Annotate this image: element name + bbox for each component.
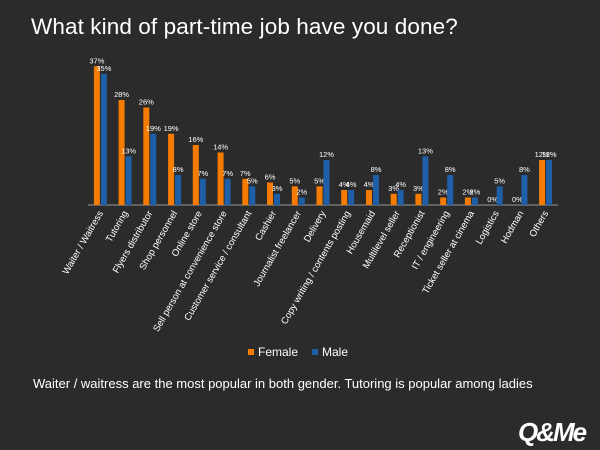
data-label-female-18: 12% — [535, 150, 550, 159]
bar-male-13 — [422, 156, 429, 206]
bar-male-12 — [397, 190, 404, 205]
bar-male-15 — [471, 197, 478, 205]
bar-female-15 — [464, 197, 471, 205]
bar-chart: 37%35% Waiter / Waitress 28% 13% Tutoring 26%… — [61, 56, 558, 334]
bar-female-13 — [415, 193, 422, 206]
x-tick-label-17: Hodman — [499, 209, 526, 246]
data-label-male-0: 35% — [96, 64, 111, 73]
bar-female-7 — [267, 182, 273, 205]
legend-swatch-male — [312, 349, 319, 355]
bar-male-17 — [521, 175, 528, 205]
x-tick-label-1: Tutoring — [104, 209, 131, 244]
bar-male-14 — [447, 175, 454, 205]
bar-female-6 — [242, 178, 249, 206]
data-label-male-11: 8% — [371, 165, 382, 174]
bar-female-9 — [316, 186, 323, 206]
data-label-female-5: 14% — [213, 143, 228, 152]
bar-male-0 — [100, 73, 107, 206]
data-label-male-10: 4% — [346, 180, 357, 189]
bar-female-1 — [118, 100, 125, 205]
data-label-female-15: 2% — [462, 188, 473, 197]
data-label-male-1: 13% — [121, 146, 136, 155]
data-label-female-10: 4% — [339, 180, 350, 189]
data-label-male-3: 8% — [173, 165, 184, 174]
bar-female-3 — [168, 133, 175, 206]
bar-male-1 — [125, 156, 132, 206]
data-label-female-7: 6% — [265, 173, 276, 182]
legend-item-female: Female — [248, 345, 298, 359]
x-tick-label-9: Delivery — [302, 209, 329, 244]
bar-female-18 — [539, 160, 546, 205]
x-tick-label-18: Others — [527, 209, 551, 239]
data-label-male-12: 4% — [395, 180, 406, 189]
data-label-male-16: 5% — [494, 176, 505, 185]
data-label-male-7: 3% — [272, 184, 283, 193]
data-label-female-17: 0% — [512, 195, 523, 204]
data-label-male-14: 8% — [445, 165, 456, 174]
data-label-female-3: 19% — [164, 124, 179, 133]
data-label-female-14: 2% — [438, 188, 449, 197]
data-label-male-8: 2% — [296, 188, 307, 197]
data-label-male-15: 2% — [469, 188, 480, 197]
data-label-female-6: 7% — [240, 169, 251, 178]
data-label-female-2: 26% — [139, 98, 154, 107]
bar-male-8 — [298, 197, 305, 205]
data-label-female-11: 4% — [364, 180, 375, 189]
data-label-female-16: 0% — [487, 195, 498, 204]
bar-male-11 — [373, 175, 379, 205]
bar-female-10 — [341, 190, 348, 205]
brand-logo: Q&Me — [518, 417, 587, 447]
bar-male-5 — [224, 178, 231, 206]
bar-male-16 — [496, 186, 503, 206]
data-label-male-18: 12% — [542, 150, 557, 159]
x-tick-label-0: Waiter / Waitress — [61, 209, 106, 277]
bar-female-12 — [390, 193, 397, 206]
data-label-male-13: 13% — [418, 146, 433, 155]
bar-female-5 — [217, 152, 224, 205]
bar-female-2 — [143, 107, 150, 205]
data-label-female-4: 16% — [188, 135, 203, 144]
bar-male-10 — [348, 190, 355, 205]
data-label-female-8: 5% — [289, 176, 300, 185]
bar-female-4 — [192, 145, 199, 205]
legend-label-male: Male — [322, 345, 349, 359]
data-label-female-12: 3% — [388, 184, 399, 193]
data-label-male-6: 5% — [247, 176, 258, 185]
data-label-female-1: 28% — [114, 90, 129, 99]
legend-label-female: Female — [258, 345, 299, 359]
legend-item-male: Male — [312, 345, 348, 359]
bar-female-0 — [93, 66, 100, 206]
bar-male-9 — [323, 160, 330, 205]
data-label-male-4: 7% — [197, 169, 208, 178]
bar-male-3 — [175, 175, 182, 205]
bar-female-11 — [366, 190, 372, 205]
bar-female-8 — [291, 186, 298, 206]
bar-male-4 — [199, 178, 206, 206]
bar-male-7 — [274, 193, 280, 206]
data-label-male-5: 7% — [222, 169, 233, 178]
bar-male-2 — [150, 133, 157, 206]
x-tick-label-8: Journalist freelancer — [252, 209, 304, 289]
bar-male-18 — [546, 160, 553, 205]
bar-female-14 — [440, 197, 447, 205]
legend-swatch-female — [248, 349, 254, 355]
data-label-male-17: 8% — [519, 165, 530, 174]
caption: Waiter / waitress are the most popular i… — [33, 376, 533, 391]
page-title: What kind of part-time job have you done… — [31, 14, 458, 39]
bar-male-6 — [249, 186, 256, 206]
data-label-female-0: 37% — [89, 56, 104, 65]
data-label-female-9: 5% — [314, 176, 325, 185]
data-label-male-2: 19% — [146, 124, 161, 133]
x-tick-label-16: Logistics — [474, 209, 502, 247]
data-label-female-13: 3% — [413, 184, 424, 193]
x-tick-label-7: Cashier — [253, 209, 279, 243]
legend: Female Male — [248, 345, 362, 359]
data-label-male-9: 12% — [319, 150, 334, 159]
